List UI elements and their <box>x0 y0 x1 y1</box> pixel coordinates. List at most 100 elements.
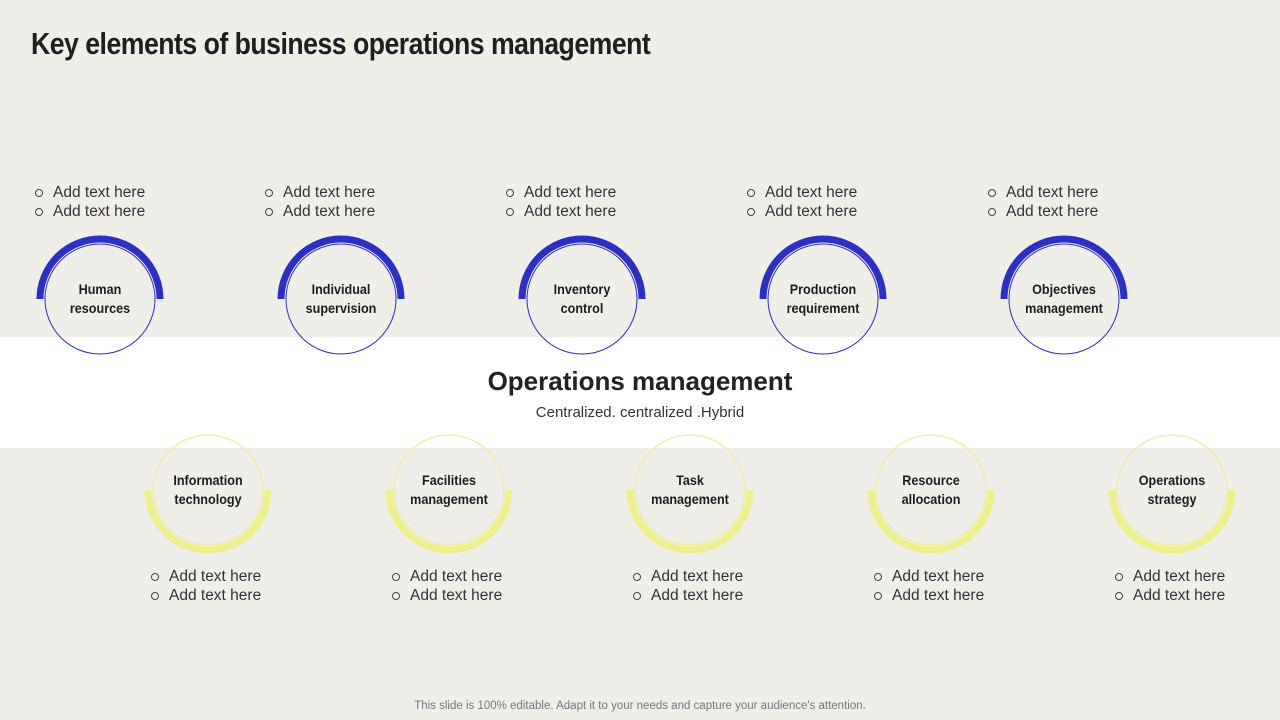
list-item: Add text here <box>151 586 261 605</box>
node-ring <box>385 434 513 554</box>
circle-bullet-icon <box>988 207 996 216</box>
circle-bullet-icon <box>265 188 273 197</box>
bullet-text: Add text here <box>53 203 146 220</box>
bullet-text: Add text here <box>524 203 617 220</box>
bullet-list-operations-strategy: Add text here Add text here <box>1115 567 1225 605</box>
list-item: Add text here <box>988 202 1098 221</box>
bullet-text: Add text here <box>410 568 503 585</box>
bullet-list-human-resources: Add text here Add text here <box>35 183 145 221</box>
bullet-text: Add text here <box>1133 568 1226 585</box>
circle-bullet-icon <box>1115 591 1123 600</box>
list-item: Add text here <box>265 202 375 221</box>
bullet-list-individual-supervision: Add text here Add text here <box>265 183 375 221</box>
bullet-list-task-management: Add text here Add text here <box>633 567 743 605</box>
list-item: Add text here <box>392 586 502 605</box>
bullet-text: Add text here <box>53 184 146 201</box>
node-label: Individual supervision <box>305 281 377 316</box>
node-individual-supervision: Individual supervision <box>276 234 406 364</box>
node-arc <box>1000 235 1128 300</box>
circle-bullet-icon <box>747 207 755 216</box>
node-label: Facilities management <box>410 472 488 507</box>
node-arc <box>759 235 887 300</box>
node-circle-outline <box>152 434 264 546</box>
node-circle-outline <box>526 243 638 355</box>
circle-bullet-icon <box>151 591 159 600</box>
node-ring <box>1000 235 1128 355</box>
circle-bullet-icon <box>392 591 400 600</box>
circle-bullet-icon <box>633 591 641 600</box>
node-circle-outline <box>875 434 987 546</box>
node-task-management: Task management <box>625 425 755 555</box>
node-label: Task management <box>651 472 729 507</box>
bullet-text: Add text here <box>169 587 262 604</box>
list-item: Add text here <box>633 567 743 586</box>
circle-bullet-icon <box>151 572 159 581</box>
bullet-text: Add text here <box>651 568 744 585</box>
node-ring <box>1108 434 1236 554</box>
node-label: Operations strategy <box>1138 472 1206 507</box>
node-circle-outline <box>393 434 505 546</box>
circle-bullet-icon <box>1115 572 1123 581</box>
list-item: Add text here <box>392 567 502 586</box>
bullet-list-production-requirement: Add text here Add text here <box>747 183 857 221</box>
bullet-text: Add text here <box>1006 184 1099 201</box>
list-item: Add text here <box>151 567 261 586</box>
node-ring <box>867 434 995 554</box>
node-label: Inventory control <box>553 281 611 316</box>
list-item: Add text here <box>1115 567 1225 586</box>
circle-bullet-icon <box>506 207 514 216</box>
circle-bullet-icon <box>633 572 641 581</box>
node-circle-outline <box>1116 434 1228 546</box>
circle-bullet-icon <box>874 591 882 600</box>
circle-bullet-icon <box>874 572 882 581</box>
list-item: Add text here <box>506 183 616 202</box>
node-ring <box>759 235 887 355</box>
node-objectives-management: Objectives management <box>999 234 1129 364</box>
node-arc <box>144 489 272 554</box>
center-band <box>0 337 1280 448</box>
node-ring <box>36 235 164 355</box>
bullet-list-resource-allocation: Add text here Add text here <box>874 567 984 605</box>
circle-bullet-icon <box>506 188 514 197</box>
bullet-text: Add text here <box>1133 587 1226 604</box>
bullet-text: Add text here <box>765 184 858 201</box>
bullet-list-facilities-management: Add text here Add text here <box>392 567 502 605</box>
list-item: Add text here <box>633 586 743 605</box>
node-resource-allocation: Resource allocation <box>866 425 996 555</box>
node-human-resources: Human resources <box>35 234 165 364</box>
node-arc <box>1108 489 1236 554</box>
node-ring <box>144 434 272 554</box>
node-information-technology: Information technology <box>143 425 273 555</box>
node-arc <box>867 489 995 554</box>
bullet-text: Add text here <box>283 203 376 220</box>
node-label: Information technology <box>173 472 243 507</box>
bullet-text: Add text here <box>1006 203 1099 220</box>
node-label: Objectives management <box>1025 281 1103 316</box>
node-ring <box>626 434 754 554</box>
node-label: Human resources <box>69 281 131 316</box>
center-subtitle: Centralized. centralized .Hybrid <box>535 404 745 421</box>
bullet-text: Add text here <box>283 184 376 201</box>
bullet-text: Add text here <box>765 203 858 220</box>
node-arc <box>626 489 754 554</box>
bullet-text: Add text here <box>651 587 744 604</box>
node-label: Production requirement <box>786 281 860 316</box>
circle-bullet-icon <box>988 188 996 197</box>
bullet-list-inventory-control: Add text here Add text here <box>506 183 616 221</box>
list-item: Add text here <box>874 567 984 586</box>
list-item: Add text here <box>747 183 857 202</box>
bullet-list-objectives-management: Add text here Add text here <box>988 183 1098 221</box>
list-item: Add text here <box>874 586 984 605</box>
bullet-text: Add text here <box>169 568 262 585</box>
circle-bullet-icon <box>35 188 43 197</box>
node-inventory-control: Inventory control <box>517 234 647 364</box>
circle-bullet-icon <box>265 207 273 216</box>
node-production-requirement: Production requirement <box>758 234 888 364</box>
bullet-text: Add text here <box>524 184 617 201</box>
list-item: Add text here <box>1115 586 1225 605</box>
node-ring <box>277 235 405 355</box>
list-item: Add text here <box>35 183 145 202</box>
node-circle-outline <box>1008 243 1120 355</box>
circle-bullet-icon <box>392 572 400 581</box>
list-item: Add text here <box>747 202 857 221</box>
